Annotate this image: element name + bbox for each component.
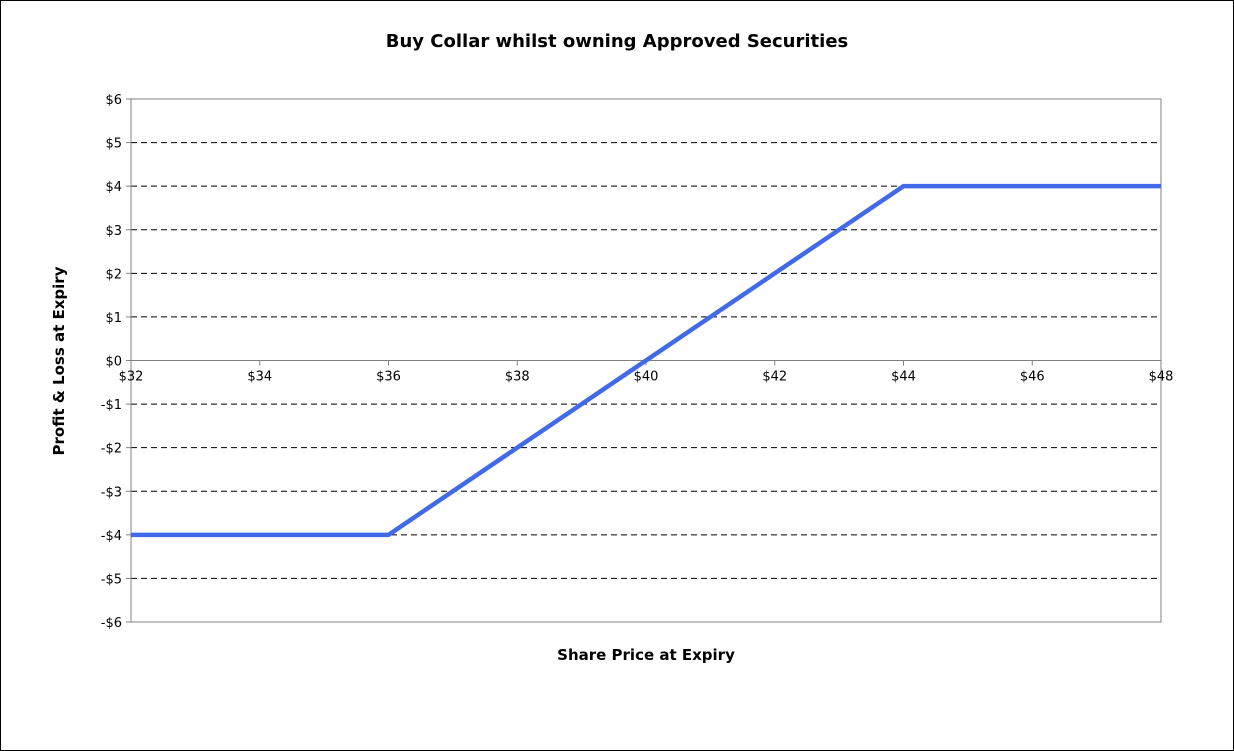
y-tick-label: $0 bbox=[105, 355, 122, 370]
y-tick-labels: $6 $5 $4 $3 $2 $1 $0 -$1 -$2 -$3 -$4 -$5 -$6 bbox=[101, 93, 131, 631]
y-tick-label: -$6 bbox=[101, 616, 122, 631]
x-tick-label: $46 bbox=[1020, 370, 1045, 385]
y-axis-title: Profit & Loss at Expiry bbox=[50, 266, 68, 455]
x-tick-label: $36 bbox=[376, 370, 401, 385]
series-layer bbox=[131, 183, 1161, 538]
y-tick-label: $6 bbox=[105, 93, 122, 108]
y-tick-label: $5 bbox=[105, 137, 122, 152]
x-tick-labels: $32 $34 $36 $38 $40 $42 $44 $46 $48 bbox=[119, 360, 1174, 385]
y-tick-label: $4 bbox=[105, 180, 122, 195]
x-axis-title: Share Price at Expiry bbox=[557, 646, 735, 664]
x-tick-label: $34 bbox=[247, 370, 272, 385]
y-tick-label: -$4 bbox=[101, 529, 122, 544]
x-tick-label: $42 bbox=[762, 370, 787, 385]
x-tick-label: $40 bbox=[634, 370, 659, 385]
x-tick-label: $32 bbox=[119, 370, 144, 385]
y-tick-label: -$5 bbox=[101, 572, 122, 587]
chart-title: Buy Collar whilst owning Approved Securi… bbox=[386, 31, 849, 52]
y-tick-label: $3 bbox=[105, 224, 122, 239]
y-tick-label: -$3 bbox=[101, 485, 122, 500]
y-tick-label: $1 bbox=[105, 311, 122, 326]
series-line bbox=[131, 183, 1161, 538]
x-tick-label: $44 bbox=[891, 370, 916, 385]
y-tick-label: $2 bbox=[105, 267, 122, 282]
y-tick-label: -$2 bbox=[101, 442, 122, 457]
y-tick-label: -$1 bbox=[101, 398, 122, 413]
x-tick-label: $48 bbox=[1149, 370, 1174, 385]
x-tick-label: $38 bbox=[505, 370, 530, 385]
